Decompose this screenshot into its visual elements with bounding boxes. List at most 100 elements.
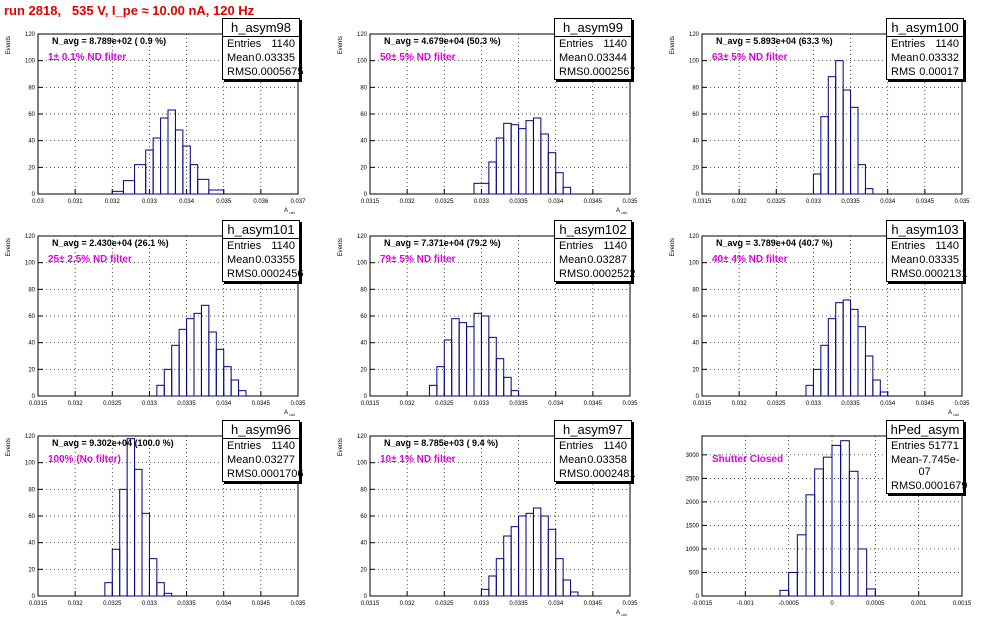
y-tick-label: 20 xyxy=(692,165,699,171)
rms-row: RMS 0.0001706 xyxy=(223,467,303,481)
filter-label: 100% (No filter) xyxy=(48,454,121,465)
y-tick-label: 0 xyxy=(696,192,700,198)
n-avg-label: N_avg = 7.371e+04 (79.2 %) xyxy=(384,238,501,248)
x-tick-label: 0.033 xyxy=(142,401,158,407)
histogram-bin xyxy=(510,390,520,397)
x-tick-label: 0.0325 xyxy=(435,401,454,407)
rms-value: 0.00017 xyxy=(919,66,959,78)
entries-value: 1140 xyxy=(603,240,627,252)
y-tick-label: 120 xyxy=(25,234,36,240)
mean-row: Mean 0.03277 xyxy=(223,453,299,467)
y-tick-label: 100 xyxy=(25,261,36,267)
x-axis-label: A uid xyxy=(616,610,627,617)
y-tick-label: 80 xyxy=(360,287,367,293)
x-tick-label: 0.035 xyxy=(290,401,306,407)
x-axis-label: A uid xyxy=(284,410,295,417)
x-tick-label: 0.0345 xyxy=(584,199,603,205)
y-tick-label: 0 xyxy=(696,594,700,600)
histogram-panel-h_asym100: 0.0315 0.032 0.0325 0.033 0.0335 0.034 0.0345 0… xyxy=(664,18,996,220)
x-tick-label: 0 xyxy=(830,601,834,607)
rms-label: RMS xyxy=(891,268,916,280)
mean-label: Mean xyxy=(227,52,255,64)
histogram-bin xyxy=(864,188,874,195)
x-tick-label: 0.035 xyxy=(622,601,638,607)
y-tick-label: 0 xyxy=(32,192,36,198)
mean-label: Mean xyxy=(559,254,587,266)
x-tick-label: -0.0015 xyxy=(692,601,713,607)
entries-row: Entries 1140 xyxy=(223,439,299,453)
y-tick-label: 120 xyxy=(25,32,36,38)
y-axis-label: Events xyxy=(6,36,12,54)
x-tick-label: 0.033 xyxy=(474,199,490,205)
y-tick-label: 0 xyxy=(364,594,368,600)
rms-label: RMS xyxy=(559,66,584,78)
histogram-bin xyxy=(238,390,247,397)
filter-label: 1± 0.1% ND filter xyxy=(48,52,127,63)
x-tick-label: 0.0335 xyxy=(509,601,528,607)
x-tick-label: 0.0335 xyxy=(841,401,860,407)
x-tick-label: 0.0335 xyxy=(177,401,196,407)
stats-box: h_asym98 Entries 1140 Mean 0.03335 RMS 0.00056… xyxy=(222,18,303,80)
entries-row: Entries 1140 xyxy=(887,239,963,253)
y-tick-label: 20 xyxy=(360,165,367,171)
x-tick-label: 0.0315 xyxy=(361,199,380,205)
y-tick-label: 80 xyxy=(28,85,35,91)
rms-label: RMS xyxy=(227,468,252,480)
histogram-bin xyxy=(141,512,150,597)
mean-row: Mean 0.03355 xyxy=(223,253,299,267)
x-tick-label: 0.035 xyxy=(622,199,638,205)
x-tick-label: 0.034 xyxy=(216,401,232,407)
stats-box: h_asym97 Entries 1140 Mean 0.03358 RMS 0.00024… xyxy=(554,420,635,482)
stats-box: h_asym96 Entries 1140 Mean 0.03277 RMS 0.00017… xyxy=(222,420,303,482)
x-tick-label: 0.032 xyxy=(732,401,748,407)
x-tick-label: 0.032 xyxy=(105,199,121,205)
x-tick-label: 0.035 xyxy=(290,601,306,607)
x-tick-label: 0.0325 xyxy=(767,401,786,407)
y-tick-label: 20 xyxy=(360,567,367,573)
y-tick-label: 60 xyxy=(692,112,699,118)
y-tick-label: 120 xyxy=(357,32,368,38)
y-tick-label: 40 xyxy=(360,139,367,145)
y-tick-label: 60 xyxy=(28,112,35,118)
x-tick-label: 0.037 xyxy=(290,199,306,205)
rms-row: RMS 0.0002567 xyxy=(555,65,635,79)
entries-value: 1140 xyxy=(271,440,295,452)
x-tick-label: 0.0335 xyxy=(509,199,528,205)
y-tick-label: 80 xyxy=(692,85,699,91)
n-avg-label: N_avg = 4.679e+04 (50.3 %) xyxy=(384,36,501,46)
x-tick-label: 0.034 xyxy=(179,199,195,205)
histogram-bin xyxy=(156,582,165,597)
y-axis-label: Events xyxy=(670,36,676,54)
mean-row: Mean 0.03358 xyxy=(555,453,631,467)
rms-row: RMS 0.0002481 xyxy=(555,467,635,481)
filter-label: Shutter Closed xyxy=(712,454,784,465)
x-tick-label: 0.034 xyxy=(216,601,232,607)
mean-row: Mean -7.745e-07 xyxy=(887,453,963,479)
y-tick-label: 100 xyxy=(25,461,36,467)
y-tick-label: 100 xyxy=(25,59,36,65)
y-tick-label: 60 xyxy=(360,514,367,520)
x-tick-label: 0.034 xyxy=(880,401,896,407)
entries-label: Entries xyxy=(227,240,262,252)
y-tick-label: 100 xyxy=(357,461,368,467)
histogram-bin xyxy=(848,470,859,597)
entries-label: Entries xyxy=(559,38,594,50)
rms-row: RMS 0.00017 xyxy=(887,65,963,79)
y-axis-label: Events xyxy=(6,238,12,256)
mean-row: Mean 0.03335 xyxy=(887,253,963,267)
rms-value: 0.0002481 xyxy=(583,468,636,480)
histogram-bin xyxy=(197,178,210,195)
y-tick-label: 60 xyxy=(360,112,367,118)
histogram-plot: 0.0315 0.032 0.0325 0.033 0.0335 0.034 0.0345 0… xyxy=(6,434,306,607)
y-tick-label: 0 xyxy=(32,394,36,400)
entries-label: Entries xyxy=(227,38,262,50)
y-tick-label: 100 xyxy=(357,59,368,65)
stats-box: h_asym101 Entries 1140 Mean 0.03355 RMS 0.0002… xyxy=(222,220,303,282)
x-tick-label: -0.001 xyxy=(737,601,755,607)
x-tick-label: 0.0335 xyxy=(177,601,196,607)
x-tick-label: 0.032 xyxy=(400,199,416,205)
n-avg-label: N_avg = 8.789e+02 ( 0.9 %) xyxy=(52,36,167,46)
stats-box: hPed_asym Entries 51771 Mean -7.745e-07 RMS 0.… xyxy=(886,420,967,494)
y-tick-label: 500 xyxy=(689,570,700,576)
x-tick-label: 0.033 xyxy=(474,601,490,607)
